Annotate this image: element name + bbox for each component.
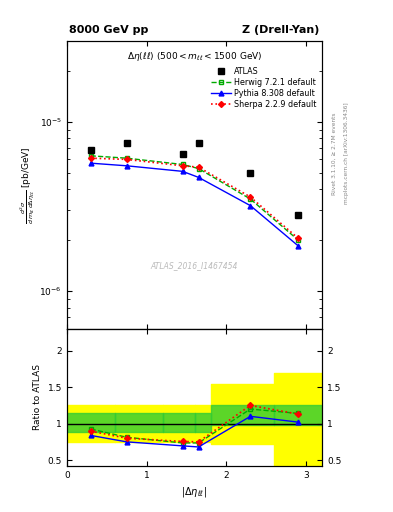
Pythia 8.308 default <box>296 243 301 249</box>
Text: mcplots.cern.ch [arXiv:1306.3436]: mcplots.cern.ch [arXiv:1306.3436] <box>344 103 349 204</box>
Line: Pythia 8.308 default: Pythia 8.308 default <box>88 161 301 248</box>
Sherpa 2.2.9 default <box>124 156 129 162</box>
Sherpa 2.2.9 default <box>196 164 201 170</box>
Herwig 7.2.1 default <box>88 153 93 159</box>
Sherpa 2.2.9 default <box>248 194 253 200</box>
X-axis label: $|\Delta\eta_{\ell\ell}|$: $|\Delta\eta_{\ell\ell}|$ <box>182 485 208 499</box>
Text: Rivet 3.1.10, ≥ 2.7M events: Rivet 3.1.10, ≥ 2.7M events <box>332 112 337 195</box>
Text: 8000 GeV pp: 8000 GeV pp <box>70 25 149 35</box>
Pythia 8.308 default <box>196 174 201 180</box>
Line: Sherpa 2.2.9 default: Sherpa 2.2.9 default <box>89 156 300 241</box>
ATLAS <box>124 140 129 146</box>
Herwig 7.2.1 default <box>180 161 185 167</box>
ATLAS <box>296 212 301 219</box>
Pythia 8.308 default <box>248 203 253 209</box>
Pythia 8.308 default <box>124 163 129 169</box>
Herwig 7.2.1 default <box>196 165 201 172</box>
Herwig 7.2.1 default <box>248 196 253 202</box>
Legend: ATLAS, Herwig 7.2.1 default, Pythia 8.308 default, Sherpa 2.2.9 default: ATLAS, Herwig 7.2.1 default, Pythia 8.30… <box>209 65 318 111</box>
Pythia 8.308 default <box>180 168 185 175</box>
Text: $\Delta\eta(\ell\ell)\ (500 < m_{\ell\ell} < 1500\ \mathrm{GeV})$: $\Delta\eta(\ell\ell)\ (500 < m_{\ell\el… <box>127 50 262 62</box>
Sherpa 2.2.9 default <box>88 155 93 161</box>
ATLAS <box>180 151 185 157</box>
ATLAS <box>196 140 201 146</box>
Sherpa 2.2.9 default <box>180 163 185 169</box>
Sherpa 2.2.9 default <box>296 236 301 242</box>
Pythia 8.308 default <box>88 160 93 166</box>
ATLAS <box>248 170 253 176</box>
Herwig 7.2.1 default <box>124 155 129 161</box>
Y-axis label: Ratio to ATLAS: Ratio to ATLAS <box>33 365 42 431</box>
Line: ATLAS: ATLAS <box>88 140 301 219</box>
Text: ATLAS_2016_I1467454: ATLAS_2016_I1467454 <box>151 261 238 270</box>
Herwig 7.2.1 default <box>296 237 301 243</box>
Y-axis label: $\frac{d^2\sigma}{d\,m_{\ell\ell}\,d\Delta\eta_{\ell\ell}}$ [pb/GeV]: $\frac{d^2\sigma}{d\,m_{\ell\ell}\,d\Del… <box>18 146 37 224</box>
Text: Z (Drell-Yan): Z (Drell-Yan) <box>242 25 320 35</box>
Line: Herwig 7.2.1 default: Herwig 7.2.1 default <box>88 154 301 243</box>
ATLAS <box>88 147 93 153</box>
